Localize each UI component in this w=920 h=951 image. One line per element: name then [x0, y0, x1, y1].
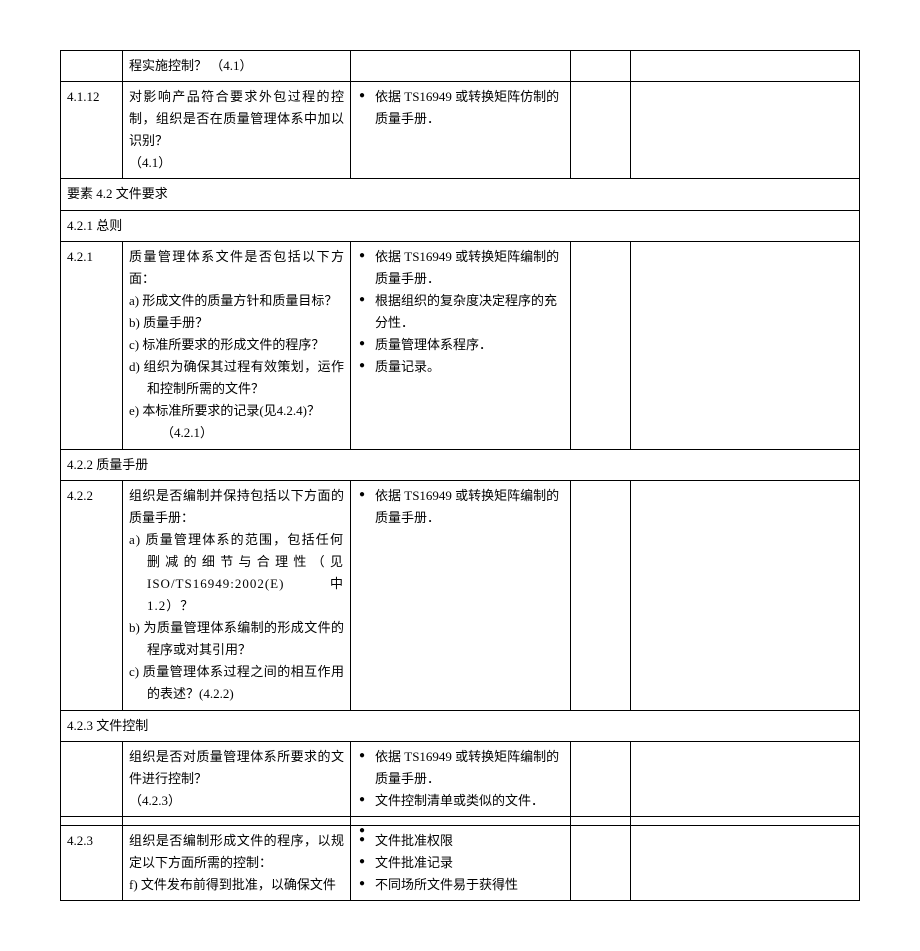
cell-evidence: 依据 TS16949 或转换矩阵仿制的质量手册． — [351, 82, 571, 179]
cell-blank — [571, 741, 631, 816]
text: 4.2.2 — [67, 488, 93, 503]
cell-blank — [571, 82, 631, 179]
audit-table: 程实施控制？ （4.1） 4.1.12 对影响产品符合要求外包过程的控制，组织是… — [60, 50, 860, 901]
text: 质量管理体系文件是否包括以下方面： — [129, 246, 344, 290]
cell-blank — [631, 741, 860, 816]
list-item: 文件批准记录 — [357, 852, 564, 874]
cell-num — [61, 51, 123, 82]
cell-evidence: 依据 TS16949 或转换矩阵编制的质量手册． 根据组织的复杂度决定程序的充分… — [351, 241, 571, 449]
section-title: 4.2.2 质量手册 — [61, 449, 860, 480]
list-item: 质量管理体系程序． — [357, 334, 564, 356]
table-row: 程实施控制？ （4.1） — [61, 51, 860, 82]
text: d) 组织为确保其过程有效策划，运作和控制所需的文件？ — [129, 356, 344, 400]
cell-question: 程实施控制？ （4.1） — [123, 51, 351, 82]
bullet-list: 文件批准权限 文件批准记录 不同场所文件易于获得性 — [357, 830, 564, 896]
section-title: 4.2.1 总则 — [61, 210, 860, 241]
section-row: 要素 4.2 文件要求 — [61, 179, 860, 210]
text: 程实施控制？ （4.1） — [129, 58, 253, 73]
cell-blank — [631, 816, 860, 825]
list-item: 依据 TS16949 或转换矩阵编制的质量手册． — [357, 246, 564, 290]
table-row: 4.1.12 对影响产品符合要求外包过程的控制，组织是否在质量管理体系中加以识别… — [61, 82, 860, 179]
text: 4.2.3 — [67, 833, 93, 848]
text: （4.2.1） — [129, 422, 344, 444]
cell-evidence — [351, 816, 571, 825]
list-item: 根据组织的复杂度决定程序的充分性． — [357, 290, 564, 334]
bullet-list: 依据 TS16949 或转换矩阵编制的质量手册． — [357, 485, 564, 529]
list-item: 质量记录。 — [357, 356, 564, 378]
cell-num — [61, 816, 123, 825]
cell-evidence — [351, 51, 571, 82]
list-item: 文件批准权限 — [357, 830, 564, 852]
text: b) 为质量管理体系编制的形成文件的程序或对其引用？ — [129, 617, 344, 661]
cell-blank — [571, 480, 631, 710]
cell-question: 质量管理体系文件是否包括以下方面： a) 形成文件的质量方针和质量目标？ b) … — [123, 241, 351, 449]
text: 对影响产品符合要求外包过程的控制，组织是否在质量管理体系中加以识别？ — [129, 86, 344, 152]
cell-blank — [631, 51, 860, 82]
text: 4.2.1 — [67, 249, 93, 264]
list-item: 不同场所文件易于获得性 — [357, 874, 564, 896]
table-row — [61, 816, 860, 825]
list-item: 依据 TS16949 或转换矩阵编制的质量手册． — [357, 485, 564, 529]
cell-blank — [571, 816, 631, 825]
text: c) 标准所要求的形成文件的程序？ — [129, 334, 344, 356]
text: （4.2.3） — [129, 790, 344, 812]
cell-question: 组织是否编制并保持包括以下方面的质量手册： a) 质量管理体系的范围，包括任何删… — [123, 480, 351, 710]
cell-evidence: 依据 TS16949 或转换矩阵编制的质量手册． 文件控制清单或类似的文件． — [351, 741, 571, 816]
cell-blank — [631, 241, 860, 449]
cell-num — [61, 741, 123, 816]
cell-blank — [631, 82, 860, 179]
text: e) 本标准所要求的记录(见4.2.4)？ — [129, 400, 344, 422]
cell-blank — [571, 51, 631, 82]
table-row: 4.2.2 组织是否编制并保持包括以下方面的质量手册： a) 质量管理体系的范围… — [61, 480, 860, 710]
text: 4.1.12 — [67, 89, 100, 104]
text: 组织是否对质量管理体系所要求的文件进行控制？ — [129, 746, 344, 790]
cell-evidence: 文件批准权限 文件批准记录 不同场所文件易于获得性 — [351, 825, 571, 900]
section-row: 4.2.2 质量手册 — [61, 449, 860, 480]
cell-blank — [571, 825, 631, 900]
list-item: 依据 TS16949 或转换矩阵编制的质量手册． — [357, 746, 564, 790]
text: （4.1） — [129, 152, 344, 174]
section-row: 4.2.3 文件控制 — [61, 710, 860, 741]
list-item: 依据 TS16949 或转换矩阵仿制的质量手册． — [357, 86, 564, 130]
text: a) 形成文件的质量方针和质量目标？ — [129, 290, 344, 312]
text: c) 质量管理体系过程之间的相互作用的表述？(4.2.2) — [129, 661, 344, 705]
bullet-list: 依据 TS16949 或转换矩阵编制的质量手册． 文件控制清单或类似的文件． — [357, 746, 564, 812]
table-row: 4.2.3 组织是否编制形成文件的程序，以规定以下方面所需的控制： f) 文件发… — [61, 825, 860, 900]
cell-evidence: 依据 TS16949 或转换矩阵编制的质量手册． — [351, 480, 571, 710]
list-item: 文件控制清单或类似的文件． — [357, 790, 564, 812]
text: b) 质量手册？ — [129, 312, 344, 334]
cell-question: 组织是否对质量管理体系所要求的文件进行控制？ （4.2.3） — [123, 741, 351, 816]
cell-blank — [631, 480, 860, 710]
cell-blank — [571, 241, 631, 449]
cell-num: 4.2.3 — [61, 825, 123, 900]
cell-question: 对影响产品符合要求外包过程的控制，组织是否在质量管理体系中加以识别？ （4.1） — [123, 82, 351, 179]
section-row: 4.2.1 总则 — [61, 210, 860, 241]
cell-num: 4.2.1 — [61, 241, 123, 449]
text: 组织是否编制并保持包括以下方面的质量手册： — [129, 485, 344, 529]
cell-question — [123, 816, 351, 825]
bullet-list: 依据 TS16949 或转换矩阵仿制的质量手册． — [357, 86, 564, 130]
table-row: 组织是否对质量管理体系所要求的文件进行控制？ （4.2.3） 依据 TS1694… — [61, 741, 860, 816]
text: 组织是否编制形成文件的程序，以规定以下方面所需的控制： — [129, 830, 344, 874]
bullet-list: 依据 TS16949 或转换矩阵编制的质量手册． 根据组织的复杂度决定程序的充分… — [357, 246, 564, 379]
table-row: 4.2.1 质量管理体系文件是否包括以下方面： a) 形成文件的质量方针和质量目… — [61, 241, 860, 449]
section-title: 要素 4.2 文件要求 — [61, 179, 860, 210]
cell-num: 4.1.12 — [61, 82, 123, 179]
cell-question: 组织是否编制形成文件的程序，以规定以下方面所需的控制： f) 文件发布前得到批准… — [123, 825, 351, 900]
text: a) 质量管理体系的范围，包括任何删减的细节与合理性（见ISO/TS16949:… — [129, 529, 344, 617]
section-title: 4.2.3 文件控制 — [61, 710, 860, 741]
cell-blank — [631, 825, 860, 900]
cell-num: 4.2.2 — [61, 480, 123, 710]
text: f) 文件发布前得到批准，以确保文件 — [129, 874, 344, 896]
